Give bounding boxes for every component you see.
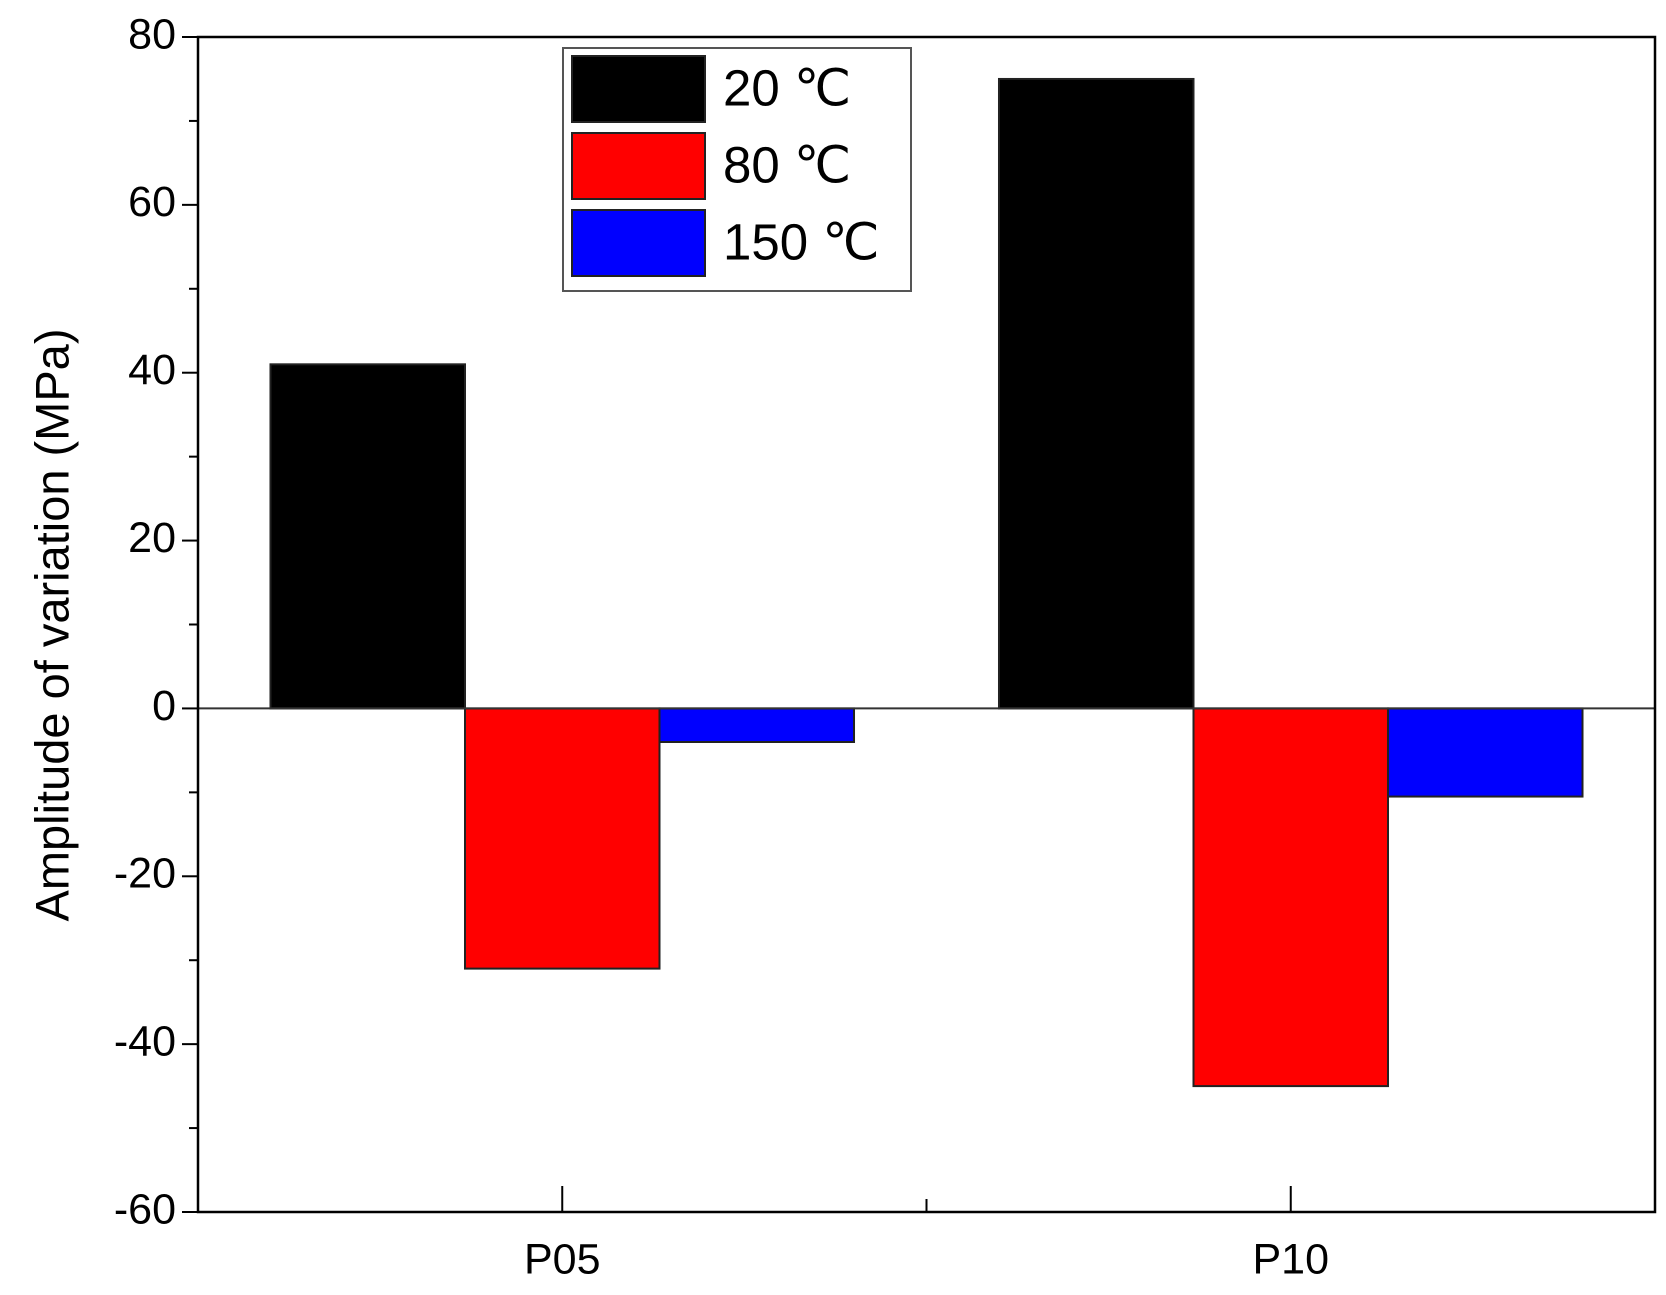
legend-label: 80 ℃ xyxy=(723,136,851,193)
x-tick-label: P05 xyxy=(524,1235,601,1283)
legend-swatch xyxy=(571,209,706,277)
bar xyxy=(269,363,466,710)
y-tick-label: 40 xyxy=(128,346,176,394)
y-tick-label: 0 xyxy=(152,682,176,730)
bar xyxy=(463,707,661,970)
bar xyxy=(997,77,1195,710)
bar xyxy=(658,707,856,744)
legend-swatch xyxy=(571,132,706,200)
bar xyxy=(1387,707,1584,798)
y-tick-label: 60 xyxy=(128,178,176,226)
y-tick-label: -20 xyxy=(114,850,176,898)
y-tick-label: -40 xyxy=(114,1018,176,1066)
bar xyxy=(1192,707,1390,1088)
y-axis-label: Amplitude of variation (MPa) xyxy=(25,329,78,922)
y-tick-label: -60 xyxy=(114,1185,176,1233)
legend-label: 20 ℃ xyxy=(723,59,851,116)
plot-frame xyxy=(196,35,1657,1214)
legend-label: 150 ℃ xyxy=(723,213,880,270)
x-tick-label: P10 xyxy=(1252,1235,1329,1283)
legend-swatch xyxy=(571,55,706,123)
y-tick-label: 20 xyxy=(128,514,176,562)
y-tick-label: 80 xyxy=(128,10,176,58)
